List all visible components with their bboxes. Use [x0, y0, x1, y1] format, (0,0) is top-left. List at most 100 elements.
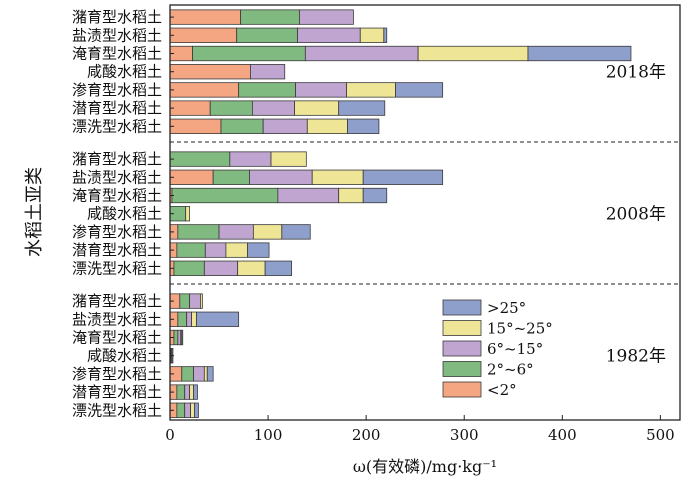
bar-segment-1-5-2	[204, 242, 227, 258]
legend-swatch	[442, 299, 482, 316]
x-tick-label: 400	[548, 426, 577, 444]
category-label: 盐渍型水稻土	[72, 310, 162, 328]
bar-segment-0-6-0	[169, 118, 222, 134]
legend-label: 2°~6°	[487, 361, 534, 379]
bar-segment-2-0-1	[179, 293, 191, 309]
bar-segment-2-4-2	[193, 366, 205, 382]
category-label: 潴育型水稻土	[72, 150, 162, 168]
category-label: 渗育型水稻土	[72, 223, 162, 241]
bar-segment-1-2-1	[171, 187, 279, 204]
category-label: 淹育型水稻土	[72, 187, 162, 205]
bar-segment-0-0-1	[240, 9, 300, 25]
bar-segment-1-6-1	[173, 260, 205, 276]
bar-segment-0-0-2	[299, 9, 354, 25]
plot-frame	[169, 4, 681, 421]
bar-segment-1-1-1	[212, 169, 250, 185]
bar-segment-1-1-3	[311, 169, 364, 185]
x-axis-title: ω(有效磷)/mg·kg⁻¹	[353, 457, 497, 476]
bar-segment-0-2-4	[527, 45, 632, 62]
bar-segment-1-4-1	[177, 224, 220, 240]
bar-segment-2-0-2	[189, 293, 201, 309]
bar-segment-2-5-1	[176, 384, 186, 400]
category-label: 漂洗型水稻土	[72, 401, 162, 419]
bar-segment-1-6-4	[264, 260, 293, 276]
category-label: 渗育型水稻土	[72, 365, 162, 383]
category-labels: 潴育型水稻土盐渍型水稻土淹育型水稻土咸酸水稻土渗育型水稻土潜育型水稻土漂洗型水稻…	[72, 8, 174, 419]
category-label: 漂洗型水稻土	[72, 117, 162, 135]
x-axis-ticks: 0 100 200 300 400 500	[165, 415, 675, 444]
category-label: 咸酸水稻土	[87, 205, 162, 223]
group-dividers	[170, 141, 680, 285]
bar-segment-1-5-3	[225, 242, 248, 258]
bar-segment-1-6-3	[237, 260, 266, 276]
category-label: 渗育型水稻土	[72, 81, 162, 99]
year-labels: 2018年 2008年 1982年	[606, 63, 666, 367]
x-tick-label: 500	[646, 426, 675, 444]
bar-segment-0-6-4	[347, 118, 380, 134]
legend-label: 6°~15°	[487, 340, 543, 358]
category-label: 咸酸水稻土	[87, 63, 162, 81]
bar-segment-1-0-1	[169, 151, 231, 167]
bar-segment-0-4-4	[395, 82, 444, 98]
bars-layer	[169, 9, 632, 418]
bar-segment-0-3-0	[169, 64, 251, 80]
bar-segment-1-1-4	[362, 169, 444, 185]
bar-segment-0-1-0	[169, 27, 238, 43]
bar-segment-2-2-2	[177, 329, 182, 346]
category-label: 盐渍型水稻土	[72, 168, 162, 186]
legend-swatch	[442, 340, 482, 357]
bar-segment-0-5-1	[209, 100, 253, 116]
bar-segment-0-4-0	[169, 82, 240, 98]
bar-segment-2-2-1	[173, 329, 179, 346]
x-tick-label: 300	[450, 426, 479, 444]
bar-segment-2-5-3	[189, 384, 194, 400]
legend: >25° 15°~25° 6°~15° 2°~6° <2°	[442, 299, 553, 399]
bar-segment-2-5-2	[184, 384, 191, 400]
legend-label: 15°~25°	[487, 320, 553, 338]
bar-segment-1-2-4	[362, 187, 388, 204]
bar-segment-0-4-3	[346, 82, 396, 98]
bar-segment-2-5-4	[193, 384, 198, 400]
category-label: 淹育型水稻土	[72, 45, 162, 63]
bar-segment-0-5-2	[251, 100, 295, 116]
bar-segment-2-1-2	[186, 311, 192, 327]
legend-label: <2°	[487, 381, 517, 399]
bar-segment-1-3-3	[185, 206, 191, 222]
bar-segment-0-5-0	[169, 100, 211, 116]
bar-segment-1-6-2	[203, 260, 239, 276]
bar-segment-1-1-2	[249, 169, 313, 185]
bar-segment-1-0-3	[270, 151, 307, 167]
bar-segment-1-5-4	[247, 242, 270, 258]
bar-segment-2-6-2	[184, 402, 191, 418]
bar-segment-1-1-0	[169, 169, 214, 185]
bar-segment-0-3-2	[250, 64, 286, 80]
bar-segment-0-4-1	[238, 82, 296, 98]
bar-segment-0-2-3	[417, 45, 529, 62]
bar-segment-2-4-1	[181, 366, 194, 382]
category-label: 潜育型水稻土	[72, 99, 162, 117]
y-axis-title: 水稻土亚类	[24, 167, 45, 257]
bar-segment-1-4-4	[281, 224, 311, 240]
bar-segment-2-4-4	[206, 366, 214, 382]
bar-segment-0-6-2	[262, 118, 308, 134]
bar-segment-0-0-0	[169, 9, 242, 25]
year-label: 2018年	[606, 63, 666, 83]
legend-label: >25°	[487, 299, 526, 317]
bar-segment-1-2-2	[277, 187, 340, 204]
bar-segment-1-5-1	[176, 242, 206, 258]
bar-segment-2-1-4	[196, 311, 240, 327]
bar-segment-2-2-4	[181, 329, 184, 346]
bar-segment-2-0-3	[200, 293, 203, 309]
bar-segment-2-6-4	[194, 402, 199, 418]
category-label: 咸酸水稻土	[87, 347, 162, 365]
bar-segment-0-5-4	[338, 100, 386, 116]
bar-segment-0-1-1	[236, 27, 298, 43]
category-label: 盐渍型水稻土	[72, 26, 162, 44]
x-tick-label: 100	[254, 426, 283, 444]
legend-swatch	[442, 381, 482, 398]
bar-segment-1-0-2	[229, 151, 272, 167]
legend-swatch	[442, 320, 482, 336]
bar-segment-2-6-3	[190, 402, 195, 418]
x-tick-label: 200	[352, 426, 381, 444]
